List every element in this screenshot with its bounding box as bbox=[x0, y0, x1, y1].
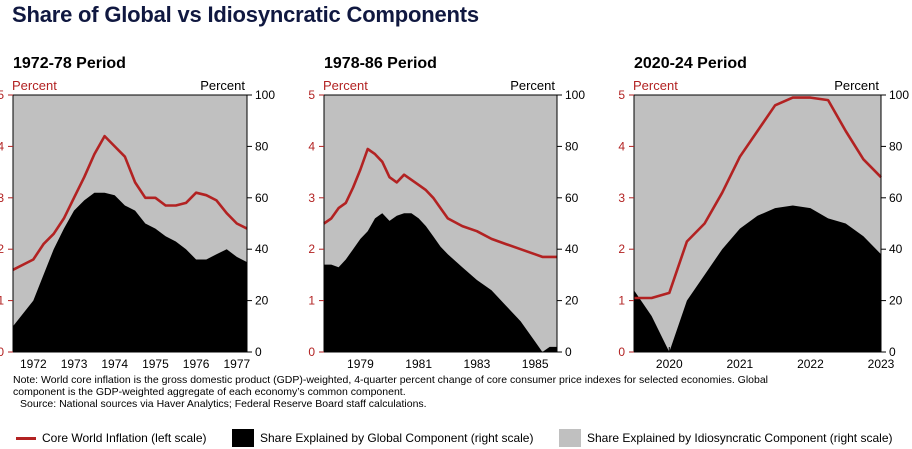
legend-item-core-inflation: Core World Inflation (left scale) bbox=[16, 428, 207, 448]
legend-swatch-idiosyncratic-share bbox=[559, 429, 581, 447]
global-share-area bbox=[324, 213, 557, 352]
core-inflation-line bbox=[12, 134, 248, 271]
right-tick-label: 80 bbox=[255, 139, 269, 153]
right-tick-label: 80 bbox=[565, 139, 579, 153]
left-tick-label: 3 bbox=[0, 191, 4, 205]
plot-frame bbox=[633, 94, 882, 353]
core-inflation-line bbox=[323, 147, 557, 259]
right-axis-label: Percent bbox=[834, 78, 879, 93]
plot-frame bbox=[323, 94, 558, 353]
left-tick-label: 0 bbox=[618, 345, 625, 359]
global-share-area bbox=[634, 205, 881, 352]
chart-note: Note: World core inflation is the gross … bbox=[13, 374, 893, 410]
right-tick-label: 80 bbox=[889, 139, 903, 153]
right-axis-label: Percent bbox=[200, 78, 245, 93]
left-tick-label: 2 bbox=[618, 242, 625, 256]
left-tick-label: 4 bbox=[618, 139, 625, 153]
main-title: Share of Global vs Idiosyncratic Compone… bbox=[12, 2, 479, 27]
chart-panel-2: 1978-86 Period Percent Percent 0 1 2 3 4 5 0 20 40 6… bbox=[308, 55, 585, 371]
x-tick-label: 2020 bbox=[656, 357, 683, 371]
chart-panel-1: 1972-78 Period Percent Percent 0 1 2 3 4 5 0 20 40 6… bbox=[0, 55, 275, 371]
x-tick-label: 1975 bbox=[142, 357, 169, 371]
left-tick-label: 2 bbox=[308, 242, 315, 256]
left-tick-label: 1 bbox=[308, 294, 315, 308]
left-tick-label: 4 bbox=[0, 139, 4, 153]
right-tick-label: 0 bbox=[889, 345, 896, 359]
x-tick-label: 1983 bbox=[464, 357, 491, 371]
right-tick-label: 0 bbox=[565, 345, 572, 359]
x-tick-label: 1972 bbox=[20, 357, 47, 371]
legend-label-idiosyncratic-share: Share Explained by Idiosyncratic Compone… bbox=[587, 431, 893, 445]
left-tick-label: 5 bbox=[0, 88, 4, 102]
x-tick-label: 1973 bbox=[61, 357, 88, 371]
x-tick-label: 1985 bbox=[522, 357, 549, 371]
left-tick-label: 5 bbox=[308, 88, 315, 102]
right-tick-label: 60 bbox=[255, 191, 269, 205]
global-share-area bbox=[13, 192, 247, 352]
core-inflation-line bbox=[634, 96, 882, 300]
left-axis-label: Percent bbox=[12, 78, 57, 93]
legend-swatch-core-inflation bbox=[16, 436, 36, 440]
legend-item-idiosyncratic-share: Share Explained by Idiosyncratic Compone… bbox=[559, 428, 892, 448]
panel-title: 1978-86 Period bbox=[324, 55, 437, 72]
x-tick-label: 2023 bbox=[868, 357, 895, 371]
legend-item-global-share: Share Explained by Global Component (rig… bbox=[232, 428, 533, 448]
x-tick-label: 1979 bbox=[347, 357, 374, 371]
right-tick-label: 100 bbox=[889, 88, 909, 102]
right-tick-label: 20 bbox=[889, 294, 903, 308]
left-tick-label: 3 bbox=[308, 191, 315, 205]
right-tick-label: 60 bbox=[565, 191, 579, 205]
x-tick-label: 1974 bbox=[101, 357, 128, 371]
x-tick-label: 2022 bbox=[797, 357, 824, 371]
x-tick-label: 1977 bbox=[223, 357, 250, 371]
left-tick-label: 1 bbox=[0, 294, 4, 308]
left-tick-label: 0 bbox=[0, 345, 4, 359]
legend-label-global-share: Share Explained by Global Component (rig… bbox=[260, 431, 534, 445]
x-tick-label: 1981 bbox=[405, 357, 432, 371]
left-tick-label: 4 bbox=[308, 139, 315, 153]
left-tick-label: 5 bbox=[618, 88, 625, 102]
left-tick-label: 0 bbox=[308, 345, 315, 359]
right-tick-label: 20 bbox=[255, 294, 269, 308]
panel-title: 1972-78 Period bbox=[13, 55, 126, 72]
right-tick-label: 20 bbox=[565, 294, 579, 308]
right-tick-label: 40 bbox=[255, 242, 269, 256]
panel-title: 2020-24 Period bbox=[634, 55, 747, 72]
left-tick-label: 2 bbox=[0, 242, 4, 256]
x-tick-label: 2021 bbox=[727, 357, 754, 371]
legend-label-core-inflation: Core World Inflation (left scale) bbox=[42, 431, 207, 445]
plot-frame bbox=[12, 94, 248, 353]
note-line-2: component is the GDP-weighted aggregate … bbox=[13, 386, 406, 398]
left-axis-label: Percent bbox=[323, 78, 368, 93]
right-tick-label: 100 bbox=[255, 88, 275, 102]
right-axis-label: Percent bbox=[510, 78, 555, 93]
note-line-1: Note: World core inflation is the gross … bbox=[13, 374, 769, 386]
left-tick-label: 1 bbox=[618, 294, 625, 308]
x-tick-label: 1976 bbox=[183, 357, 210, 371]
legend: Core World Inflation (left scale) Share … bbox=[0, 424, 912, 449]
right-tick-label: 40 bbox=[565, 242, 579, 256]
chart-panel-3: 2020-24 Period Percent Percent 0 1 2 3 4 5 0 20 40 6… bbox=[618, 55, 909, 371]
note-line-3: Source: National sources via Haver Analy… bbox=[20, 398, 427, 410]
left-tick-label: 3 bbox=[618, 191, 625, 205]
right-tick-label: 40 bbox=[889, 242, 903, 256]
left-axis-label: Percent bbox=[633, 78, 678, 93]
right-tick-label: 100 bbox=[565, 88, 585, 102]
legend-swatch-global-share bbox=[232, 429, 254, 447]
right-tick-label: 0 bbox=[255, 345, 262, 359]
right-tick-label: 60 bbox=[889, 191, 903, 205]
